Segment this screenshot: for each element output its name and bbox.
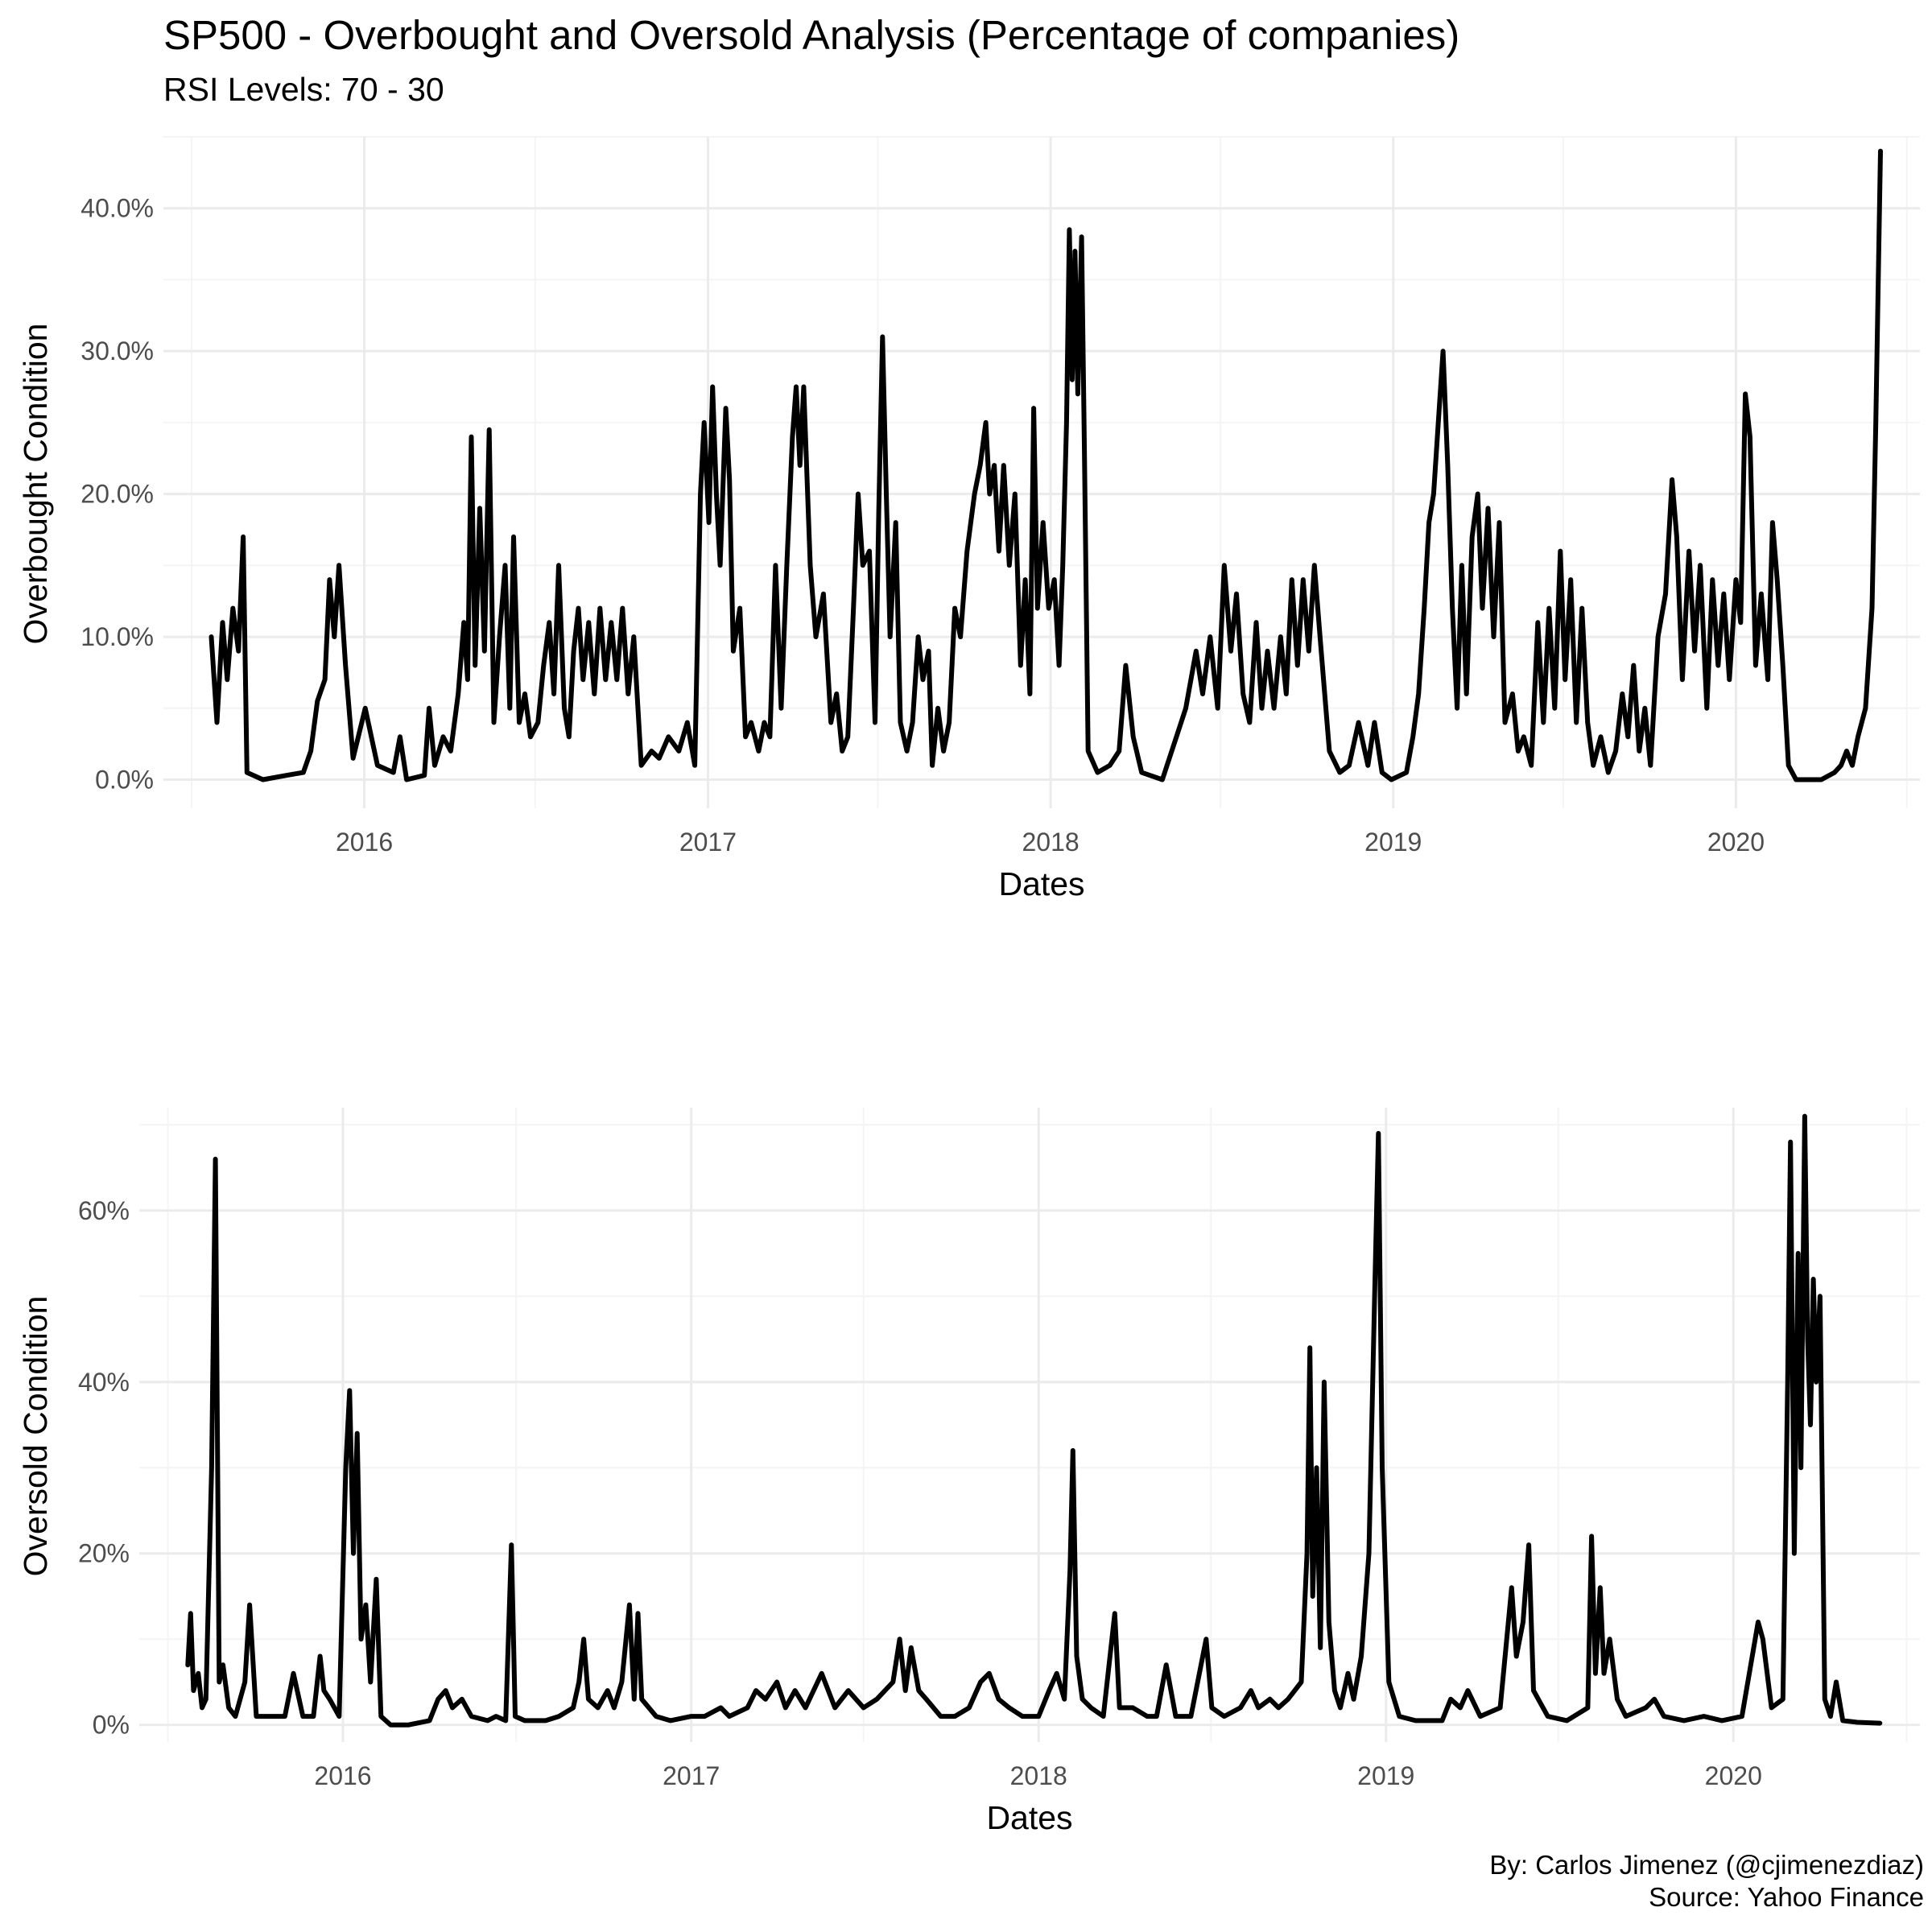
top-x-tick-label: 2020 <box>1707 828 1765 857</box>
bottom-series-line <box>185 1113 1883 1728</box>
top-y-tick-label: 0.0% <box>95 766 154 795</box>
top-x-tick-label: 2018 <box>1022 828 1079 857</box>
bottom-x-tick-label: 2016 <box>314 1761 371 1790</box>
bottom-y-tick-label: 20% <box>78 1539 130 1568</box>
bottom-y-tick-label: 40% <box>78 1368 130 1397</box>
bottom-y-axis-title: Oversold Condition <box>17 1296 54 1577</box>
page-subtitle: RSI Levels: 70 - 30 <box>163 71 444 108</box>
page-title: SP500 - Overbought and Oversold Analysis… <box>163 12 1460 58</box>
top-x-axis-title: Dates <box>998 865 1084 902</box>
bottom-x-tick-label: 2017 <box>663 1761 720 1790</box>
top-y-axis-title: Overbought Condition <box>17 324 54 645</box>
top-x-tick-label: 2019 <box>1364 828 1422 857</box>
top-y-tick-label: 20.0% <box>80 480 154 509</box>
top-series-line <box>208 148 1883 782</box>
top-y-tick-label: 10.0% <box>80 622 154 651</box>
bottom-chart-panel: 0% 20% 40% 60% 2016 2017 2018 2019 2020 Dates Over… <box>17 1108 1920 1836</box>
top-x-tick-label: 2017 <box>679 828 737 857</box>
bottom-x-tick-label: 2020 <box>1705 1761 1762 1790</box>
top-x-tick-label: 2016 <box>336 828 393 857</box>
top-y-tick-label: 30.0% <box>80 336 154 365</box>
top-chart-panel: 0.0% 10.0% 20.0% 30.0% 40.0% 2016 2017 2018 2019… <box>17 136 1920 902</box>
caption-source: Source: Yahoo Finance <box>1649 1882 1924 1912</box>
bottom-y-tick-label: 0% <box>93 1711 130 1740</box>
bottom-x-axis-title: Dates <box>986 1799 1072 1836</box>
bottom-y-tick-label: 60% <box>78 1196 130 1225</box>
bottom-x-tick-label: 2018 <box>1010 1761 1067 1790</box>
caption-author: By: Carlos Jimenez (@cjimenezdiaz) <box>1489 1850 1924 1880</box>
top-y-tick-label: 40.0% <box>80 194 154 223</box>
bottom-x-tick-label: 2019 <box>1357 1761 1414 1790</box>
